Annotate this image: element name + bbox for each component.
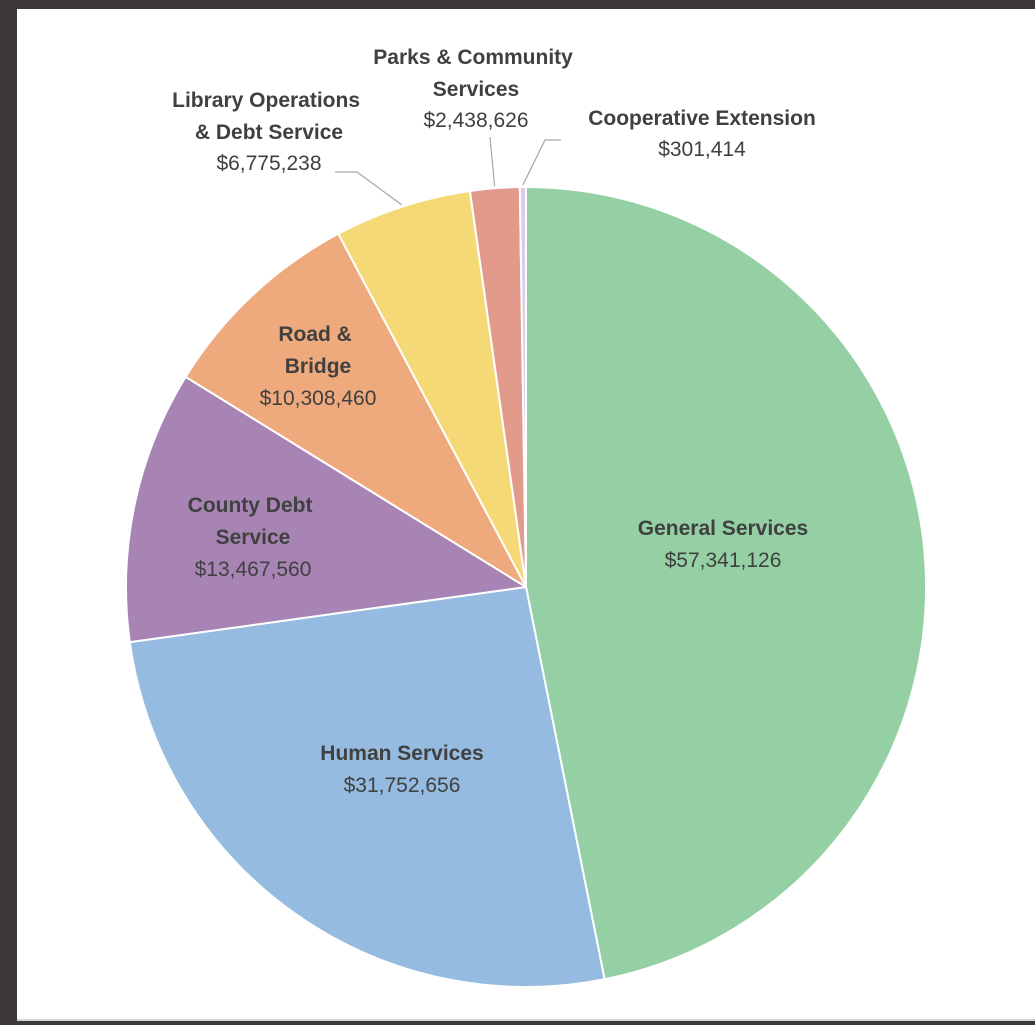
slice-name-line: Services — [433, 78, 519, 101]
leader-line-library-operations-and-debt-service — [335, 171, 402, 206]
slice-name-line: Library Operations — [172, 89, 360, 112]
slice-name-line: & Debt Service — [195, 121, 343, 144]
pie-slice-library-operations-and-debt-service — [337, 189, 527, 588]
slice-labels: General Services $57,341,126 Human Servi… — [172, 46, 816, 797]
slice-value-human-services: $31,752,656 — [344, 774, 461, 797]
slice-name-road-bridge: Road & Bridge — [278, 323, 357, 378]
slice-name-line: Service — [216, 526, 291, 549]
slice-value-library: $6,775,238 — [216, 152, 321, 175]
slice-value-cooperative-extension: $301,414 — [658, 138, 746, 161]
pie-chart: General Services $57,341,126 Human Servi… — [125, 46, 928, 988]
slice-name-county-debt-service: County Debt Service — [188, 494, 319, 549]
slice-name-human-services: Human Services — [320, 742, 483, 765]
slice-name-line: Bridge — [285, 355, 352, 378]
slice-name-line: Parks & Community — [373, 46, 573, 69]
pie-slice-county-debt-service — [125, 375, 527, 644]
slice-name-library: Library Operations & Debt Service — [172, 89, 366, 144]
pie-slice-cooperative-extension — [518, 186, 527, 588]
pie-slices — [125, 186, 928, 988]
slice-name-cooperative-extension: Cooperative Extension — [588, 107, 816, 130]
slice-value-general-services: $57,341,126 — [665, 549, 782, 572]
pie-slice-general-services — [525, 186, 928, 981]
chart-panel: General Services $57,341,126 Human Servi… — [17, 9, 1035, 1021]
slice-name-line: Road & — [278, 323, 352, 346]
slice-value-parks: $2,438,626 — [423, 109, 528, 132]
leader-line-parks-and-community-services — [489, 136, 496, 187]
leader-lines — [335, 136, 561, 206]
pie-slice-human-services — [128, 586, 606, 988]
slice-name-parks: Parks & Community Services — [373, 46, 578, 101]
slice-value-county-debt-service: $13,467,560 — [195, 558, 312, 581]
leader-line-cooperative-extension — [522, 139, 561, 186]
pie-slice-road-and-bridge — [184, 232, 527, 588]
slice-name-line: County Debt — [188, 494, 313, 517]
slice-value-road-bridge: $10,308,460 — [260, 387, 377, 410]
slice-name-general-services: General Services — [638, 517, 808, 540]
